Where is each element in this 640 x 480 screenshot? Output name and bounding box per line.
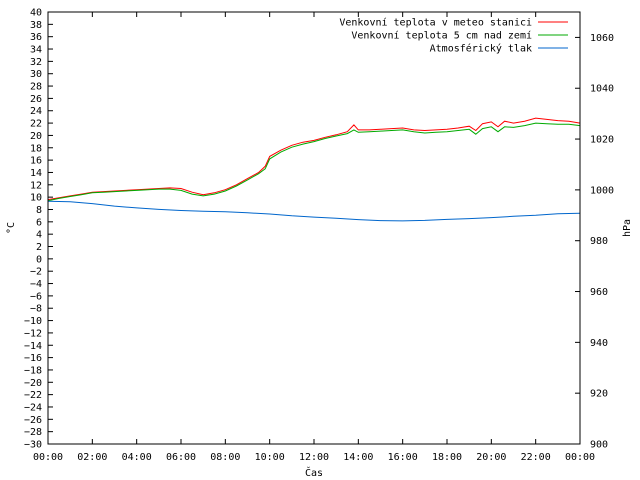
x-tick-label: 22:00 [521, 452, 551, 463]
y-tick-label: 2 [36, 242, 42, 253]
y-tick-label: 6 [36, 217, 42, 228]
y-tick-label: −14 [24, 341, 42, 352]
y-axis-ticks: −30−28−26−24−22−20−18−16−14−12−10−8−6−4−… [24, 8, 53, 451]
y-tick-label: 0 [36, 254, 42, 265]
legend-label: Venkovní teplota v meteo stanici [339, 17, 532, 29]
x-tick-label: 16:00 [388, 452, 418, 463]
y-tick-label: 32 [30, 57, 42, 68]
y-tick-label: −26 [24, 415, 42, 426]
x-tick-label: 08:00 [210, 452, 240, 463]
x-tick-label: 14:00 [343, 452, 373, 463]
y-tick-label: −6 [30, 291, 42, 302]
y-tick-label: −2 [30, 267, 42, 278]
y-tick-label: 8 [36, 205, 42, 216]
y-tick-label: −16 [24, 353, 42, 364]
y-tick-label: 22 [30, 119, 42, 130]
x-tick-label: 00:00 [33, 452, 63, 463]
y2-tick-label: 920 [590, 389, 608, 400]
series-line-1 [47, 117, 581, 201]
series-line-2 [47, 122, 581, 202]
y2-tick-label: 1040 [590, 84, 614, 95]
y-tick-label: 26 [30, 94, 42, 105]
x-tick-label: 20:00 [476, 452, 506, 463]
series-line-3 [47, 200, 581, 222]
y-tick-label: 28 [30, 82, 42, 93]
y-tick-label: −10 [24, 316, 42, 327]
series-layer [47, 117, 581, 222]
y-axis-label: °C [6, 222, 17, 234]
y-tick-label: −20 [24, 378, 42, 389]
x-tick-label: 04:00 [122, 452, 152, 463]
y-tick-label: −4 [30, 279, 42, 290]
x-tick-label: 18:00 [432, 452, 462, 463]
legend-label: Atmosférický tlak [430, 43, 532, 55]
y2-tick-label: 900 [590, 440, 608, 451]
y2-axis-ticks: 900 920 940 960 980 1000 1020 1040 1060 [575, 33, 614, 451]
y-tick-label: −8 [30, 304, 42, 315]
y-tick-label: 10 [30, 193, 42, 204]
plot-frame [47, 11, 581, 445]
y-tick-label: −24 [24, 402, 42, 413]
legend-label: Venkovní teplota 5 cm nad zemí [351, 30, 532, 42]
y-tick-label: −22 [24, 390, 42, 401]
y-tick-label: 40 [30, 8, 42, 19]
y-tick-label: −30 [24, 440, 42, 451]
x-tick-label: 06:00 [166, 452, 196, 463]
y-tick-label: 24 [30, 106, 42, 117]
y-tick-label: 14 [30, 168, 42, 179]
x-axis-label: Čas [305, 466, 323, 479]
y2-tick-label: 1000 [590, 185, 614, 196]
y-tick-label: 16 [30, 156, 42, 167]
y-tick-label: 18 [30, 143, 42, 154]
y-tick-label: 20 [30, 131, 42, 142]
y2-tick-label: 940 [590, 338, 608, 349]
y-tick-label: 34 [30, 45, 42, 56]
y2-tick-label: 1020 [590, 135, 614, 146]
y-tick-label: 38 [30, 20, 42, 31]
y-tick-label: −18 [24, 365, 42, 376]
x-tick-label: 00:00 [565, 452, 595, 463]
y-tick-label: 12 [30, 180, 42, 191]
legend: Venkovní teplota v meteo staniciVenkovní… [339, 17, 568, 55]
y2-tick-label: 960 [590, 287, 608, 298]
x-tick-label: 12:00 [299, 452, 329, 463]
x-axis-ticks: 00:00 02:00 04:00 06:00 08:00 10:00 12:00 14:00… [33, 12, 595, 463]
y2-tick-label: 980 [590, 236, 608, 247]
y-tick-label: −12 [24, 328, 42, 339]
x-tick-label: 10:00 [255, 452, 285, 463]
y-tick-label: −28 [24, 427, 42, 438]
y-tick-label: 4 [36, 230, 42, 241]
y2-axis-label: hPa [622, 219, 633, 237]
y-tick-label: 30 [30, 69, 42, 80]
y-tick-label: 36 [30, 32, 42, 43]
x-tick-label: 02:00 [77, 452, 107, 463]
y2-tick-label: 1060 [590, 33, 614, 44]
